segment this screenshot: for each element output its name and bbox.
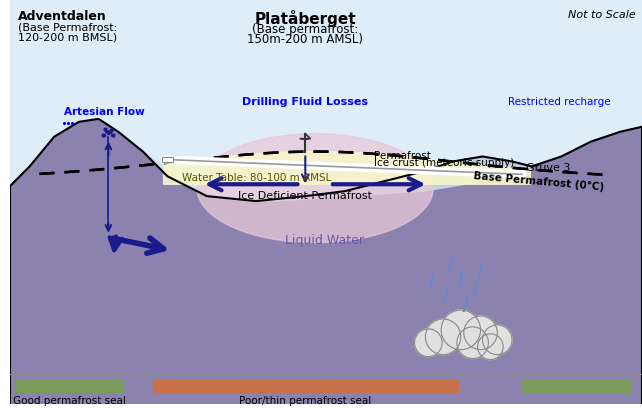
Circle shape — [478, 334, 503, 359]
Text: Not to Scale: Not to Scale — [568, 10, 636, 20]
Polygon shape — [10, 119, 642, 404]
Text: Ice crust (meteoric supply): Ice crust (meteoric supply) — [374, 158, 514, 169]
Circle shape — [415, 329, 442, 357]
Text: Poor/thin permafrost seal: Poor/thin permafrost seal — [239, 396, 372, 406]
Text: Base Permafrost (0°C): Base Permafrost (0°C) — [473, 171, 604, 193]
Text: Liquid Water: Liquid Water — [286, 234, 365, 247]
Ellipse shape — [197, 134, 433, 243]
Text: Adventdalen: Adventdalen — [18, 10, 107, 23]
Text: Permafrost: Permafrost — [374, 151, 431, 161]
Text: Drilling Fluid Losses: Drilling Fluid Losses — [242, 97, 369, 107]
Text: Gruve 3: Gruve 3 — [526, 163, 570, 173]
Text: 150m-200 m AMSL): 150m-200 m AMSL) — [247, 33, 363, 46]
Text: Good permafrost seal: Good permafrost seal — [13, 396, 125, 406]
Bar — [162, 157, 173, 162]
Bar — [153, 380, 458, 392]
Bar — [15, 380, 123, 392]
Text: Artesian Flow: Artesian Flow — [64, 107, 145, 117]
Circle shape — [457, 327, 489, 359]
Polygon shape — [164, 151, 530, 184]
Text: Ice Deficient Permafrost: Ice Deficient Permafrost — [238, 191, 372, 201]
Text: (Base Permafrost:: (Base Permafrost: — [18, 23, 117, 33]
Polygon shape — [10, 0, 642, 201]
Text: Restricted recharge: Restricted recharge — [508, 97, 611, 107]
Circle shape — [464, 316, 498, 350]
Bar — [522, 380, 630, 392]
Circle shape — [426, 319, 461, 355]
Polygon shape — [143, 151, 532, 201]
Text: Platåberget: Platåberget — [254, 10, 356, 27]
Circle shape — [483, 325, 512, 355]
Circle shape — [441, 310, 481, 350]
Text: (Base permafrost:: (Base permafrost: — [252, 23, 358, 36]
Text: Water Table: 80-100 m AMSL: Water Table: 80-100 m AMSL — [182, 173, 332, 183]
Text: 120-200 m BMSL): 120-200 m BMSL) — [18, 33, 117, 43]
